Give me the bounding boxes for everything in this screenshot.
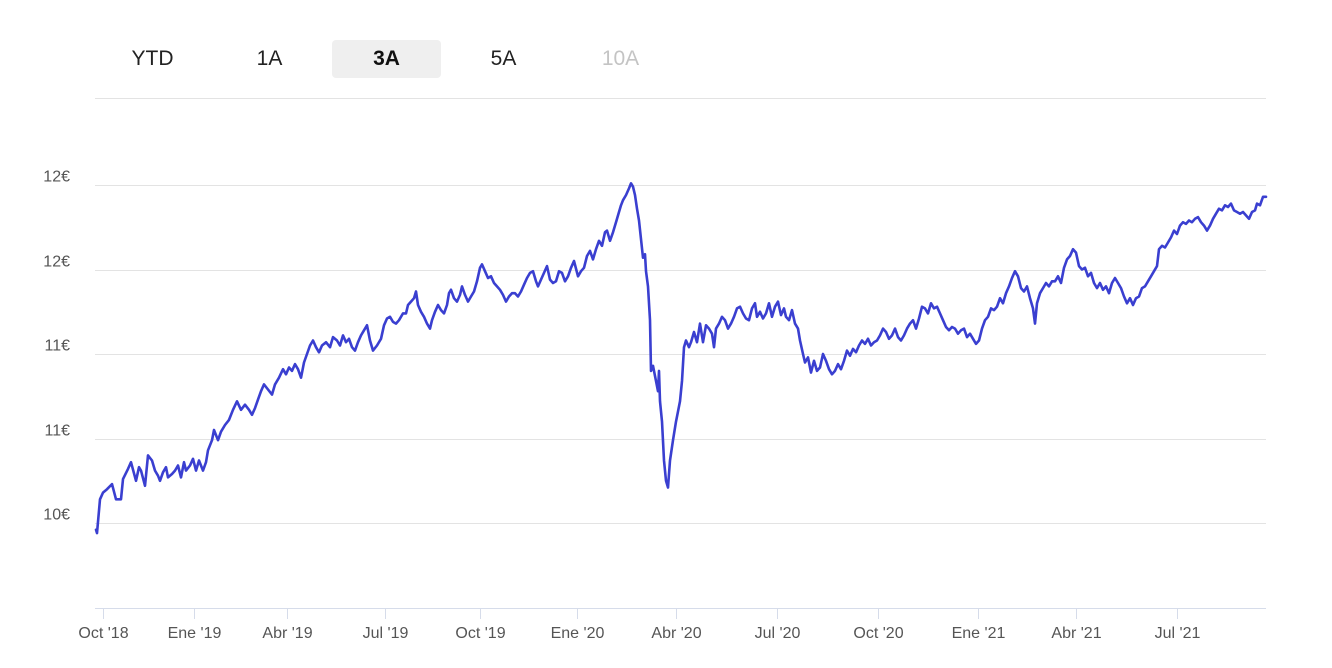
- x-tick-label: Oct '20: [853, 625, 903, 642]
- x-tick-label: Ene '20: [551, 625, 605, 642]
- range-tab-1a[interactable]: 1A: [256, 47, 283, 70]
- y-tick-label: 12€: [43, 254, 70, 271]
- x-tick-label: Abr '19: [262, 625, 312, 642]
- y-tick-label: 10€: [43, 507, 70, 524]
- y-gridlines: [95, 185, 1266, 524]
- range-tab-ytd[interactable]: YTD: [131, 47, 174, 70]
- x-tick-label: Abr '20: [651, 625, 701, 642]
- range-tab-5a[interactable]: 5A: [490, 47, 517, 70]
- x-tick-label: Jul '19: [363, 625, 409, 642]
- y-tick-label: 12€: [43, 169, 70, 186]
- x-tick-label: Jul '21: [1155, 625, 1201, 642]
- range-selector: YTD 1A 3A 5A 10A: [98, 40, 683, 78]
- y-tick-label: 11€: [44, 423, 70, 440]
- x-tick-label: Ene '19: [168, 625, 222, 642]
- y-axis-labels: 10€ 11€ 11€ 12€ 12€: [43, 169, 70, 524]
- x-tick-label: Oct '19: [455, 625, 505, 642]
- x-tick-label: Ene '21: [952, 625, 1006, 642]
- price-series-line[interactable]: [94, 182, 1268, 535]
- x-axis-ticks: [103, 609, 1178, 619]
- x-tick-label: Jul '20: [755, 625, 801, 642]
- x-tick-label: Abr '21: [1051, 625, 1101, 642]
- y-tick-label: 11€: [44, 338, 70, 355]
- range-tab-3a[interactable]: 3A: [332, 40, 441, 78]
- x-tick-label: Oct '18: [78, 625, 128, 642]
- range-tab-10a: 10A: [601, 47, 640, 70]
- x-axis-labels: Oct '18 Ene '19 Abr '19 Jul '19 Oct '19 Ene '…: [78, 625, 1200, 642]
